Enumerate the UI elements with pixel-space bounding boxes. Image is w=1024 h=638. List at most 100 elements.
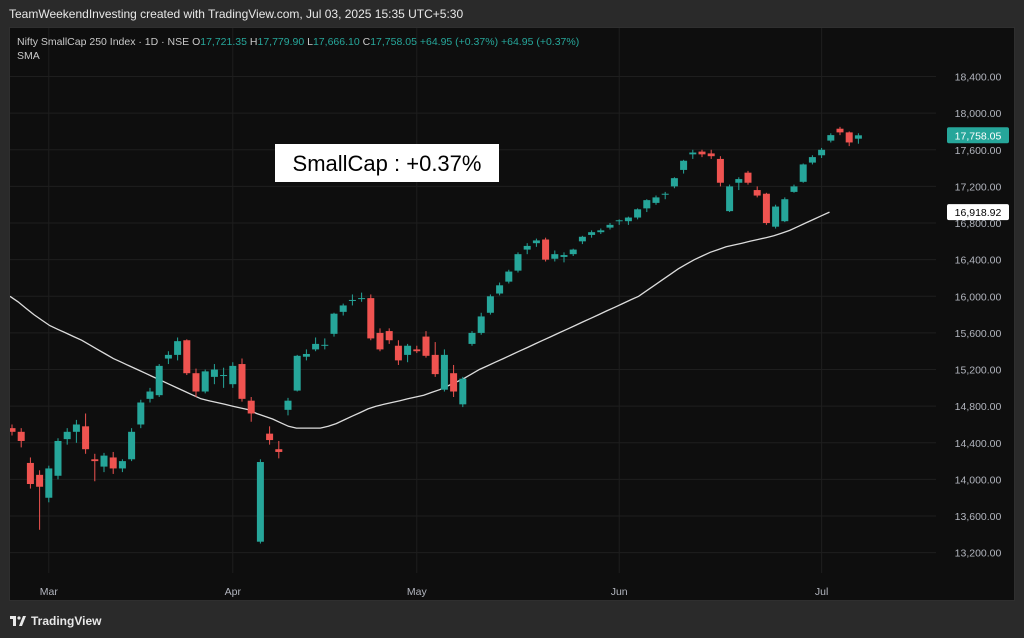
legend-indicator-sma[interactable]: SMA: [17, 50, 40, 62]
candle-body: [54, 440, 62, 476]
candle: [689, 149, 697, 159]
candles-group: [10, 126, 862, 544]
candle: [238, 358, 246, 402]
candle: [422, 331, 430, 358]
candle-body: [404, 345, 412, 355]
price-label-bg: [947, 127, 1009, 144]
candle: [726, 184, 734, 213]
grid-lines: [10, 28, 936, 573]
candle: [486, 294, 494, 315]
candle-body: [26, 462, 34, 485]
price-label: 16,918.92: [947, 204, 1009, 221]
tradingview-brand[interactable]: TradingView: [10, 614, 101, 628]
candle: [459, 376, 467, 408]
candle-body: [100, 455, 108, 467]
candle: [762, 192, 770, 225]
price-label-bg: [947, 204, 1009, 221]
candle-body: [808, 157, 816, 163]
candle: [431, 342, 439, 377]
candle-body: [477, 316, 485, 333]
candle: [183, 339, 191, 376]
candle-body: [486, 296, 494, 313]
candle-body: [753, 190, 761, 196]
y-tick-label: 14,000.00: [955, 474, 1002, 486]
candle: [854, 133, 862, 144]
y-tick-label: 16,400.00: [955, 255, 1002, 267]
candle-body: [845, 132, 853, 143]
chart-area[interactable]: 13,200.00 13,600.00 14,000.00 14,400.00 14,8…: [9, 27, 1015, 601]
y-tick-label: 13,600.00: [955, 511, 1002, 523]
price-label: 17,758.05: [947, 127, 1009, 144]
candle-body: [854, 135, 862, 139]
legend-low-key: L: [307, 36, 313, 48]
candlestick-chart[interactable]: 13,200.00 13,600.00 14,000.00 14,400.00 14,8…: [10, 28, 1014, 600]
candle: [266, 426, 274, 445]
candle: [818, 147, 826, 159]
candle: [312, 337, 320, 352]
candle-body: [348, 299, 356, 301]
footer: TradingView: [0, 601, 1024, 638]
candle: [560, 252, 568, 263]
candle-body: [330, 313, 338, 334]
candle-body: [569, 249, 577, 255]
x-tick-label: Jun: [611, 586, 628, 598]
x-tick-label: Jul: [815, 586, 828, 598]
candle-body: [799, 164, 807, 182]
candle: [192, 368, 200, 398]
sma-line: [10, 211, 830, 429]
candle: [588, 230, 596, 238]
candle: [404, 343, 412, 363]
candle: [100, 452, 108, 473]
candle-body: [643, 200, 651, 209]
y-tick-label: 14,800.00: [955, 401, 1002, 413]
candle: [155, 364, 163, 398]
candle: [72, 419, 80, 443]
candle: [45, 465, 53, 503]
candle: [293, 354, 301, 392]
candle: [772, 204, 780, 229]
candle-body: [422, 336, 430, 356]
candle: [10, 424, 16, 436]
candle: [394, 340, 402, 365]
chart-legend: Nifty SmallCap 250 Index · 1D · NSE O17,…: [17, 35, 579, 63]
y-tick-label: 17,200.00: [955, 181, 1002, 193]
candle-body: [652, 197, 660, 203]
legend-low: 17,666.10: [312, 36, 360, 48]
candle-body: [91, 459, 99, 462]
legend-close: 17,758.05: [370, 36, 417, 48]
candle-body: [689, 152, 697, 155]
candle-body: [781, 199, 789, 222]
candle-body: [247, 400, 255, 414]
candle-body: [597, 230, 605, 233]
candle: [321, 338, 329, 350]
candle-body: [431, 354, 439, 375]
candle: [137, 399, 145, 429]
candle-body: [818, 149, 826, 156]
candle-body: [762, 193, 770, 224]
annotation-box[interactable]: SmallCap : +0.37%: [275, 144, 499, 182]
candle: [790, 184, 798, 193]
y-tick-label: 14,400.00: [955, 438, 1002, 450]
candle-body: [698, 151, 706, 155]
candle-body: [496, 285, 504, 294]
candle: [358, 292, 366, 302]
candle-body: [670, 178, 678, 187]
candle-body: [744, 172, 752, 183]
candle-body: [367, 298, 375, 339]
candle: [514, 252, 522, 273]
legend-symbol[interactable]: Nifty SmallCap 250 Index · 1D · NSE: [17, 36, 190, 48]
candle-body: [312, 343, 320, 350]
candle: [505, 269, 513, 284]
header-title: TeamWeekendInvesting created with Tradin…: [9, 6, 464, 21]
candle-body: [164, 354, 172, 359]
candle-body: [836, 128, 844, 133]
candle: [652, 195, 660, 205]
x-tick-label: Apr: [225, 586, 242, 598]
footer-brand-text: TradingView: [31, 614, 102, 628]
candle: [348, 294, 356, 306]
candle: [376, 328, 384, 352]
candle: [109, 451, 117, 474]
candle: [275, 440, 283, 459]
candle: [385, 328, 393, 344]
candle-body: [716, 158, 724, 183]
